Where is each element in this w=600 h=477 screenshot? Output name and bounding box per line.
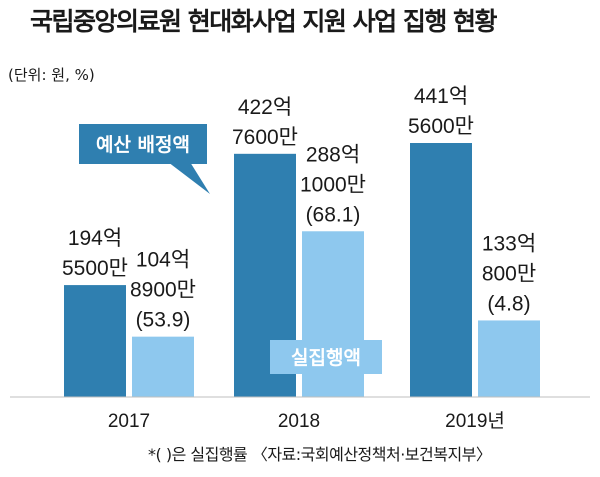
spent-bar-0: [132, 336, 194, 397]
chart-title: 국립중앙의료원 현대화사업 지원 사업 집행 현황: [30, 7, 498, 36]
spent-value-label-0-0: 104억: [136, 249, 190, 272]
budget-bar-2: [410, 143, 472, 397]
budget-value-label-1-1: 7600만: [232, 126, 298, 149]
spent-value-label-2-2: (4.8): [487, 292, 530, 315]
spent-value-label-2-0: 133억: [482, 232, 536, 255]
budget-value-label-0-0: 194억: [68, 227, 122, 250]
spent-value-label-0-1: 8900만: [130, 279, 196, 302]
x-tick-label-2: 2019년: [445, 410, 505, 432]
budget-callout-pointer: [168, 162, 210, 194]
value-labels-layer: 194억 5500만 104억 8900만 (53.9) 422억 7600만 288억 100…: [62, 85, 536, 332]
budget-value-label-2-1: 5600만: [408, 115, 474, 138]
spent-callout-box: [270, 340, 382, 374]
x-tick-labels: 2017 2018 2019년: [108, 410, 505, 432]
x-tick-label-0: 2017: [108, 411, 150, 432]
budget-value-label-2-0: 441억: [414, 85, 468, 108]
budget-callout-box: [79, 124, 207, 164]
spent-bar-2: [478, 320, 540, 397]
budget-value-label-1-0: 422억: [238, 96, 292, 119]
spent-value-label-2-1: 800만: [482, 262, 536, 285]
budget-value-label-0-1: 5500만: [62, 257, 128, 280]
spent-value-label-1-2: (68.1): [306, 203, 361, 226]
spent-value-label-1-0: 288억: [306, 143, 360, 166]
budget-bar-0: [64, 285, 126, 397]
legend-spent-label: 실집행액: [291, 347, 361, 369]
spent-value-label-0-2: (53.9): [136, 309, 191, 332]
footnote-source: *( )은 실집행률 〈자료:국회예산정책처·보건복지부〉: [148, 445, 492, 464]
legend-budget-label: 예산 배정액: [96, 134, 190, 156]
x-tick-label-1: 2018: [278, 411, 320, 432]
spent-value-label-1-1: 1000만: [300, 173, 366, 196]
unit-label: (단위: 원, %): [8, 66, 95, 84]
